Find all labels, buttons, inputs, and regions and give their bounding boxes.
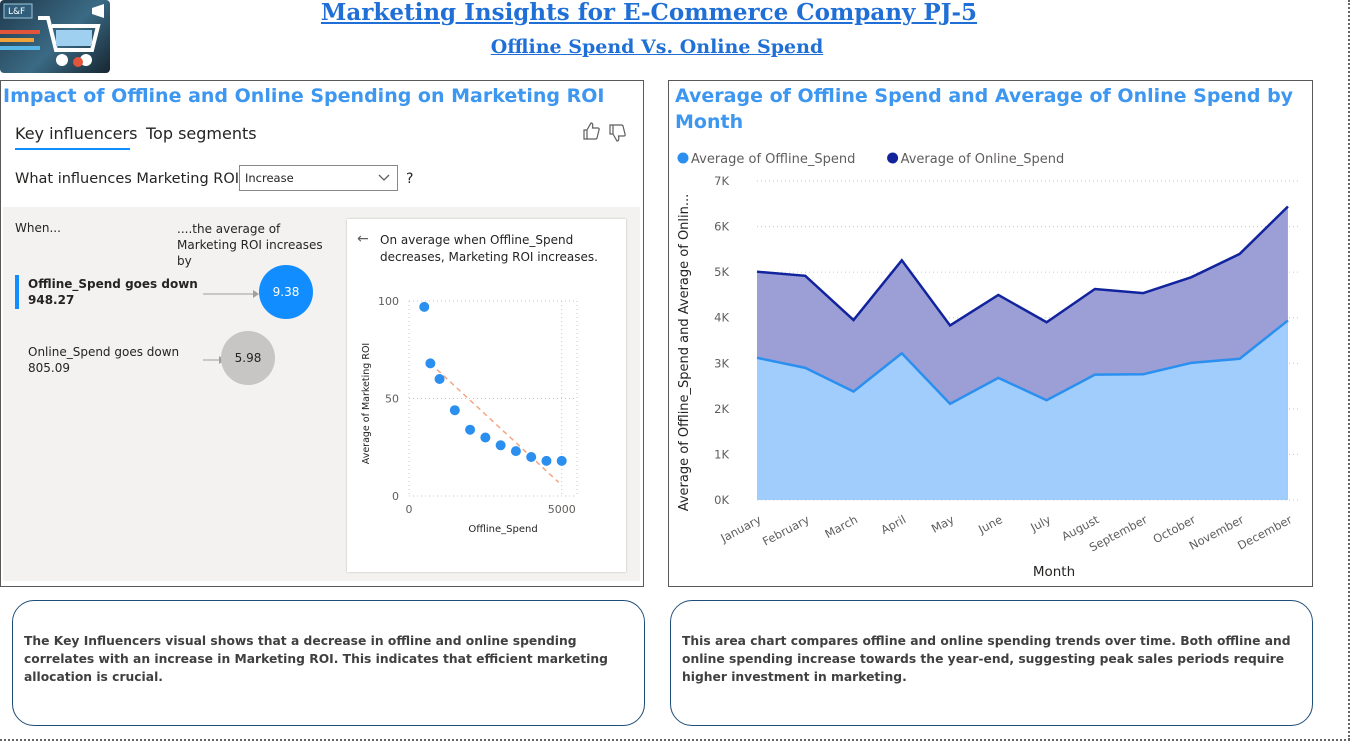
influencer-row-online[interactable]: Online_Spend goes down 805.09: [15, 343, 325, 379]
dropdown-value: Increase: [245, 171, 294, 185]
online-series-line: [756, 205, 1289, 328]
scatter-x-tick: 0: [406, 503, 413, 516]
increase-dropdown[interactable]: Increase: [239, 165, 398, 191]
scatter-point: [541, 455, 552, 466]
scatter-point: [526, 452, 537, 462]
scatter-chart: 0 50 100 0 5000 Offline_Spend Average of Marke…: [361, 295, 578, 535]
legend-marker: [887, 152, 899, 164]
tab-key-influencers[interactable]: Key influencers: [15, 124, 137, 143]
column-average-label: ....the average of Marketing ROI increas…: [177, 222, 323, 268]
area-x-tick: January: [717, 512, 763, 545]
area-x-tick: June: [975, 512, 1005, 537]
key-influencers-panel: Impact of Offline and Online Spending on…: [0, 80, 644, 587]
thumbs-up-icon[interactable]: [581, 121, 601, 145]
page-border-right: [1348, 0, 1350, 740]
page-subtitle: Offline Spend Vs. Online Spend: [490, 36, 824, 58]
scatter-trendline: [429, 362, 560, 483]
active-tab-underline: [15, 148, 130, 150]
back-arrow-icon[interactable]: ←: [357, 231, 369, 247]
scatter-y-tick: 0: [392, 490, 399, 503]
area-x-tick: May: [929, 512, 957, 536]
scatter-point: [556, 455, 567, 466]
tab-top-segments-label: Top segments: [146, 124, 257, 143]
scatter-x-tick: 5000: [548, 503, 576, 516]
area-y-tick: 1K: [714, 447, 729, 461]
offline-area-fill: [757, 320, 1288, 500]
scatter-y-tick: 50: [385, 393, 399, 406]
area-x-tick: July: [1027, 512, 1053, 535]
influencer-value: 948.27: [28, 293, 75, 307]
area-y-tick: 5K: [714, 265, 729, 279]
question-prefix: What influences Marketing ROI to: [15, 171, 259, 187]
scatter-point: [425, 358, 436, 369]
area-chart: Average of Offline_Spend Average of Onlin…: [677, 152, 1301, 580]
influencer-detail-card: ← On average when Offline_Spend decrease…: [347, 219, 626, 572]
influencer-value: 805.09: [28, 361, 70, 375]
area-y-axis-label: Average of Offline_Spend and Average of …: [677, 194, 692, 512]
scatter-point: [419, 301, 430, 312]
scatter-point: [480, 432, 491, 443]
selected-indicator: [15, 275, 19, 309]
page-border-bottom: [0, 739, 1350, 741]
right-panel-title: Average of Offline Spend and Average of …: [675, 85, 1294, 133]
influencer-row-offline[interactable]: Offline_Spend goes down 948.27: [15, 275, 325, 311]
note-left-card: The Key Influencers visual shows that a …: [12, 600, 645, 726]
company-logo: L&F: [0, 0, 110, 73]
legend-label: Average of Offline_Spend: [691, 152, 855, 167]
scatter-point: [449, 405, 460, 416]
area-x-axis-label: Month: [1033, 564, 1075, 580]
scatter-point: [510, 446, 521, 457]
scatter-point: [434, 374, 445, 384]
note-right-card: This area chart compares offline and onl…: [670, 600, 1313, 726]
chevron-down-icon: [377, 168, 391, 190]
area-y-tick: 0K: [714, 493, 729, 507]
scatter-y-axis-label: Average of Marketing ROI: [361, 343, 372, 464]
logo-text: L&F: [8, 7, 25, 17]
area-y-tick: 7K: [714, 174, 729, 188]
tab-top-segments[interactable]: Top segments: [146, 124, 257, 143]
question-suffix: ?: [406, 171, 414, 187]
area-y-tick: 6K: [714, 220, 729, 234]
left-panel-title: Impact of Offline and Online Spending on…: [3, 85, 605, 107]
area-x-tick: November: [1187, 512, 1247, 553]
impact-bubble-online[interactable]: 5.98: [221, 331, 275, 385]
scatter-x-axis-label: Offline_Spend: [468, 524, 537, 535]
offline-series-line: [756, 319, 1289, 406]
area-x-tick: February: [760, 512, 812, 548]
arrow-right-icon: [203, 285, 261, 304]
influencer-label: Online_Spend goes down: [28, 345, 180, 359]
scatter-point: [465, 424, 476, 435]
area-x-tick: March: [822, 512, 860, 541]
scatter-y-tick: 100: [378, 295, 399, 308]
impact-bubble-offline[interactable]: 9.38: [259, 265, 313, 319]
area-y-tick: 4K: [714, 311, 729, 325]
note-right-text: This area chart compares offline and onl…: [682, 634, 1291, 684]
influencer-label: Offline_Spend goes down: [28, 277, 198, 291]
column-when-label: When...: [15, 221, 61, 235]
note-left-text: The Key Influencers visual shows that a …: [24, 634, 608, 684]
legend-label: Average of Online_Spend: [901, 152, 1065, 167]
area-x-tick: April: [878, 512, 908, 537]
area-x-tick: December: [1235, 512, 1294, 552]
area-y-tick: 2K: [714, 402, 729, 416]
tab-key-influencers-label: Key influencers: [15, 124, 138, 143]
area-y-tick: 3K: [714, 356, 729, 370]
monthly-spend-panel: Average of Offline Spend and Average of …: [668, 80, 1313, 587]
detail-description: On average when Offline_Spend decreases,…: [380, 233, 598, 264]
page-title: Marketing Insights for E-Commerce Compan…: [320, 0, 978, 26]
thumbs-down-icon[interactable]: [607, 123, 627, 147]
legend-marker: [677, 152, 689, 164]
scatter-point: [495, 440, 506, 451]
